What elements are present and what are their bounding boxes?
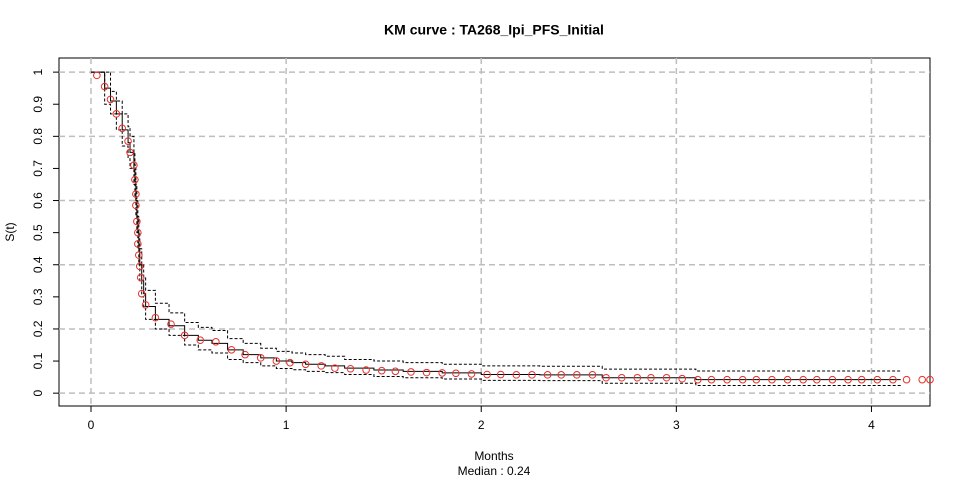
data-point (828, 375, 837, 384)
data-point (136, 273, 145, 282)
data-point (93, 71, 101, 80)
data-point (131, 175, 139, 184)
data-point (873, 375, 882, 384)
y-tick-label: 0.2 (31, 320, 45, 337)
data-point (588, 371, 597, 379)
data-point (377, 366, 386, 375)
y-tick-label: 0 (31, 390, 45, 397)
data-point (407, 368, 415, 376)
y-tick-label: 0.9 (31, 96, 45, 113)
x-tick-label: 4 (868, 418, 875, 432)
data-point (241, 350, 249, 359)
data-point (118, 124, 127, 133)
data-point (130, 161, 138, 170)
data-point (543, 371, 552, 379)
x-tick-label: 1 (283, 418, 290, 432)
km-line (90, 71, 901, 381)
y-tick-label: 0.5 (31, 224, 45, 241)
ci-line (90, 71, 901, 386)
data-point (557, 371, 566, 379)
x-axis-label: Months (474, 449, 513, 463)
data-point (272, 357, 281, 365)
data-point (141, 301, 150, 309)
data-point (112, 110, 121, 118)
data-point (212, 337, 220, 346)
y-tick-label: 0.7 (31, 160, 45, 177)
data-point (196, 336, 205, 344)
data-point (137, 289, 146, 298)
y-tick-label: 0.1 (31, 352, 45, 369)
x-tick-label: 0 (88, 418, 95, 432)
data-point (180, 331, 189, 340)
data-point (286, 358, 294, 367)
y-axis-label: S(t) (3, 222, 17, 241)
data-point (317, 362, 326, 370)
x-tick-label: 2 (478, 418, 485, 432)
data-point (647, 373, 655, 382)
data-point (602, 373, 610, 382)
data-point (126, 148, 134, 157)
data-point (133, 217, 141, 226)
data-point (227, 346, 236, 354)
data-point (857, 375, 866, 384)
data-point (100, 82, 109, 91)
data-point (151, 313, 160, 322)
data-point (633, 373, 642, 382)
data-point (483, 370, 491, 379)
data-point (707, 375, 716, 384)
data-point (752, 375, 761, 384)
data-point (902, 375, 911, 384)
y-tick-label: 0.6 (31, 192, 45, 209)
data-point (452, 369, 460, 378)
data-point (467, 370, 476, 378)
data-point (512, 371, 521, 379)
data-point (662, 373, 671, 382)
data-point (331, 364, 339, 372)
data-point (301, 360, 310, 369)
y-tick-label: 0.8 (31, 128, 45, 145)
data-point (844, 375, 852, 384)
data-point (124, 137, 132, 145)
data-point (438, 369, 447, 377)
data-point (134, 240, 142, 248)
data-point (391, 367, 400, 376)
data-point (256, 354, 265, 362)
data-point (678, 374, 687, 383)
ci-line (90, 71, 901, 372)
data-point (799, 375, 807, 384)
data-point (738, 375, 747, 384)
data-point (723, 375, 731, 384)
data-point (918, 375, 926, 384)
data-point (528, 371, 536, 379)
data-point (768, 375, 776, 384)
data-point (617, 373, 626, 382)
y-tick-label: 0.4 (31, 256, 45, 273)
data-point (573, 371, 581, 379)
data-point (135, 251, 143, 259)
data-point (106, 95, 115, 104)
y-tick-label: 1 (31, 68, 45, 75)
data-point (889, 375, 897, 384)
subtitle: Median : 0.24 (458, 464, 531, 478)
y-tick-label: 0.3 (31, 288, 45, 305)
data-point (134, 228, 142, 237)
data-point (135, 262, 144, 271)
data-point (422, 368, 431, 377)
plot-frame (58, 57, 931, 407)
data-point (132, 201, 140, 210)
x-tick-label: 3 (673, 418, 680, 432)
data-point (813, 375, 821, 384)
data-point (362, 366, 370, 374)
data-point (694, 375, 702, 384)
data-point (783, 375, 792, 384)
data-point (496, 370, 505, 379)
data-point (167, 320, 175, 328)
data-point (132, 190, 140, 198)
data-point (346, 364, 355, 373)
chart-title: KM curve : TA268_Ipi_PFS_Initial (384, 22, 604, 38)
data-point (926, 375, 934, 384)
